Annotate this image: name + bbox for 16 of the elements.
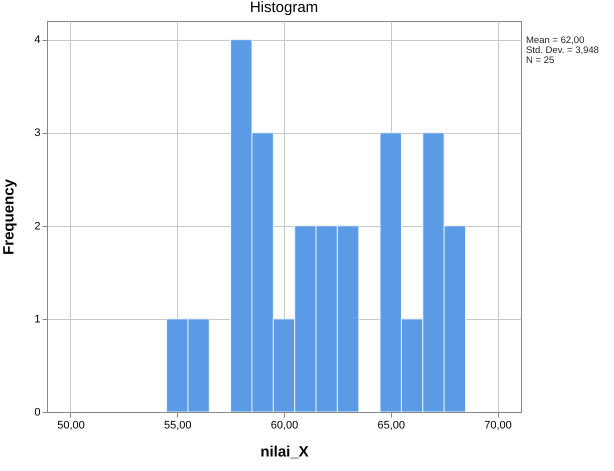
text: Mean = 62,00 — [526, 35, 584, 46]
x-tick-label: 55,00 — [164, 420, 192, 432]
y-axis-title: Frequency — [0, 178, 18, 255]
x-axis-title: nilai_X — [260, 444, 309, 460]
chart-title: Histogram — [250, 0, 318, 16]
y-tick-label: 0 — [34, 406, 40, 418]
x-tick-label: 60,00 — [270, 420, 298, 432]
y-tick-label: 4 — [34, 34, 40, 46]
x-tick-label: 65,00 — [377, 420, 406, 432]
x-tick-label: 50,00 — [57, 420, 85, 432]
text: Std. Dev. = 3,948 — [526, 45, 599, 56]
y-tick-label: 3 — [34, 127, 40, 140]
x-tick-label: 70,00 — [484, 420, 512, 432]
text: N = 25 — [526, 55, 554, 66]
y-tick-label: 2 — [34, 220, 40, 232]
y-tick-label: 1 — [34, 313, 40, 326]
